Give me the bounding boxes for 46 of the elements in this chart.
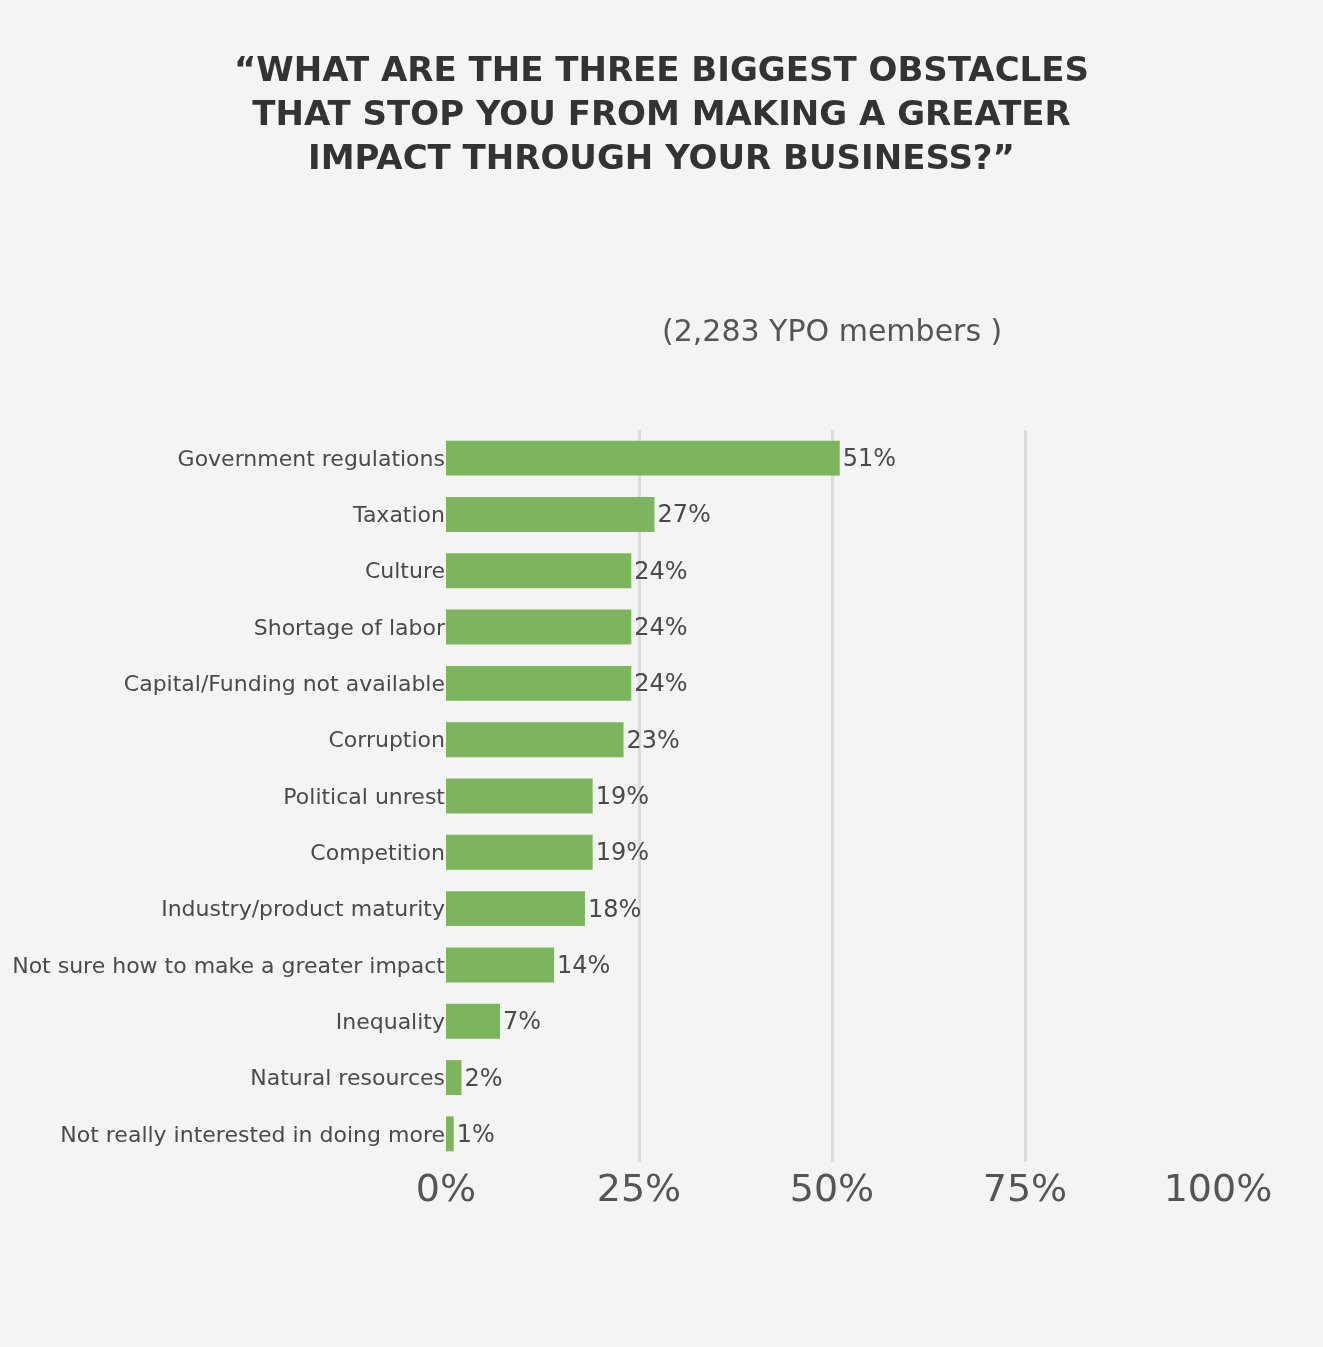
- y-tick-label: Corruption: [328, 727, 445, 753]
- data-label: 18%: [587, 894, 642, 923]
- y-tick-label: Natural resources: [250, 1065, 445, 1091]
- data-label: 27%: [657, 500, 711, 529]
- x-tick-label: 75%: [982, 1166, 1068, 1210]
- bar: [446, 722, 624, 758]
- y-tick-label: Culture: [364, 558, 445, 584]
- data-label: 1%: [456, 1119, 495, 1148]
- bar: [446, 834, 593, 870]
- data-label: 24%: [634, 556, 688, 585]
- data-label: 14%: [557, 950, 611, 979]
- y-tick-label: Inequality: [335, 1008, 445, 1034]
- bar: [446, 665, 632, 701]
- data-label: 19%: [595, 838, 650, 867]
- y-tick-label: Shortage of labor: [253, 614, 446, 640]
- chart-title: “WHAT ARE THE THREE BIGGEST OBSTACLES THAT STOP YOU FROM MAKING A GREATER IMPACT THROUGH YOUR BUSINESS?”: [233, 48, 1090, 178]
- bar: [446, 609, 632, 645]
- x-tick-label: 100%: [1163, 1166, 1273, 1210]
- bar: [446, 778, 593, 814]
- y-tick-label: Political unrest: [283, 783, 446, 809]
- bar: [446, 1116, 454, 1152]
- bar: [446, 891, 585, 927]
- x-tick-label: 0%: [415, 1166, 477, 1210]
- x-tick-label: 25%: [596, 1166, 682, 1210]
- y-tick-label: Competition: [310, 840, 445, 866]
- data-label: 2%: [464, 1063, 503, 1092]
- y-tick-label: Industry/product maturity: [161, 896, 445, 922]
- bar: [446, 1060, 462, 1095]
- data-label: 24%: [634, 613, 688, 642]
- bar: [446, 440, 840, 476]
- bar: [446, 947, 555, 983]
- data-label: 7%: [503, 1007, 542, 1036]
- y-tick-label: Taxation: [352, 502, 445, 528]
- bar: [446, 1003, 501, 1039]
- data-label: 23%: [626, 725, 680, 754]
- data-label: 24%: [634, 669, 688, 698]
- y-tick-label: Government regulations: [177, 445, 445, 471]
- y-tick-label: Capital/Funding not available: [123, 671, 445, 697]
- y-tick-label: Not sure how to make a greater impact: [12, 952, 446, 978]
- y-tick-label: Not really interested in doing more: [60, 1121, 445, 1147]
- chart-subtitle: (2,283 YPO members ): [662, 313, 1003, 348]
- x-tick-label: 50%: [789, 1166, 875, 1210]
- bar: [446, 497, 655, 532]
- bar: [446, 553, 632, 589]
- data-label: 19%: [595, 782, 650, 810]
- data-label: 51%: [842, 444, 897, 473]
